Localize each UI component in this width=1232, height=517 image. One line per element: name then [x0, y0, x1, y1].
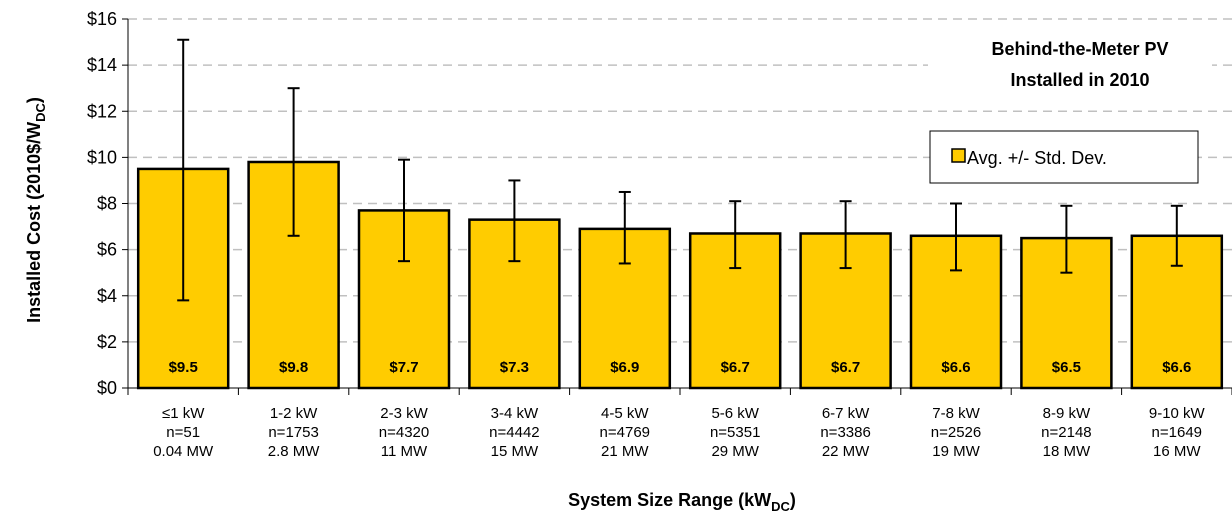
legend-box	[929, 130, 1199, 184]
x-tick-label: n=2148	[1041, 424, 1091, 441]
x-tick-label: n=51	[166, 424, 200, 441]
x-axis-title-subscript: DC	[771, 499, 790, 514]
bars	[136, 160, 1224, 390]
x-tick-label: 5-6 kW	[711, 405, 759, 422]
x-tick-label: 7-8 kW	[932, 405, 980, 422]
x-tick-label: 2.8 MW	[268, 443, 321, 460]
data-label: $6.7	[721, 359, 750, 376]
y-axis-title: Installed Cost (2010$/WDC)	[24, 97, 48, 323]
x-tick-label: 8-9 kW	[1043, 405, 1091, 422]
data-label: $6.6	[1162, 359, 1191, 376]
data-label: $9.8	[279, 359, 308, 376]
y-tick-label: $6	[97, 240, 117, 260]
x-tick-label: 22 MW	[822, 443, 870, 460]
title-background	[928, 30, 1212, 100]
x-axis	[127, 387, 1232, 395]
x-tick-label: n=3386	[820, 424, 870, 441]
x-tick-label: 19 MW	[932, 443, 980, 460]
x-tick-label: n=4769	[600, 424, 650, 441]
y-tick-label: $4	[97, 286, 117, 306]
data-labels: $9.5 $9.8 $7.7 $7.3 $6.9 $6.7 $6.7 $6.6 $6.5 $6.6	[169, 359, 1192, 376]
data-label: $6.7	[831, 359, 860, 376]
x-tick-label: 9-10 kW	[1149, 405, 1206, 422]
legend-swatch	[951, 148, 966, 163]
x-tick-label: n=4320	[379, 424, 429, 441]
x-tick-label: 15 MW	[491, 443, 539, 460]
data-label: $6.6	[941, 359, 970, 376]
x-tick-label: 11 MW	[381, 443, 428, 460]
y-tick-label: $12	[87, 101, 117, 121]
x-tick-label: n=1753	[268, 424, 318, 441]
x-tick-label: n=4442	[489, 424, 539, 441]
x-tick-label: 0.04 MW	[153, 443, 214, 460]
data-label: $7.3	[500, 359, 529, 376]
x-tick-label: 18 MW	[1043, 443, 1091, 460]
x-tick-label: 4-5 kW	[601, 405, 649, 422]
y-axis-title-subscript: DC	[33, 102, 48, 121]
chart-title-line-2: Installed in 2010	[1010, 70, 1149, 90]
data-label: $9.5	[169, 359, 198, 376]
x-tick-label: 1-2 kW	[270, 405, 318, 422]
x-tick-label: 16 MW	[1153, 443, 1201, 460]
x-tick-label: n=2526	[931, 424, 981, 441]
x-tick-label: n=5351	[710, 424, 760, 441]
x-tick-label: 21 MW	[601, 443, 649, 460]
chart-title-line-1: Behind-the-Meter PV	[991, 39, 1168, 59]
x-tick-label: n=1649	[1152, 424, 1202, 441]
data-label: $7.7	[389, 359, 418, 376]
y-tick-label: $10	[87, 147, 117, 167]
x-tick-label: 3-4 kW	[491, 405, 539, 422]
y-axis: $0 $2 $4 $6 $8 $10 $12 $14 $16	[87, 9, 129, 398]
y-tick-label: $0	[97, 378, 117, 398]
error-bars	[177, 38, 1183, 302]
x-tick-label: 29 MW	[711, 443, 759, 460]
y-tick-label: $8	[97, 194, 117, 214]
category-labels: ≤1 kW n=51 0.04 MW 1-2 kW n=1753 2.8 MW 2-3 kW…	[153, 405, 1205, 460]
data-label: $6.9	[610, 359, 639, 376]
data-label: $6.5	[1052, 359, 1081, 376]
x-axis-title: System Size Range (kWDC)	[568, 490, 796, 514]
x-tick-label: ≤1 kW	[162, 405, 205, 422]
y-tick-label: $2	[97, 332, 117, 352]
legend-label: Avg. +/- Std. Dev.	[967, 148, 1107, 168]
legend: Avg. +/- Std. Dev.	[929, 130, 1199, 184]
x-tick-label: 2-3 kW	[380, 405, 428, 422]
x-tick-label: 6-7 kW	[822, 405, 870, 422]
y-tick-label: $16	[87, 9, 117, 29]
y-tick-label: $14	[87, 55, 117, 75]
